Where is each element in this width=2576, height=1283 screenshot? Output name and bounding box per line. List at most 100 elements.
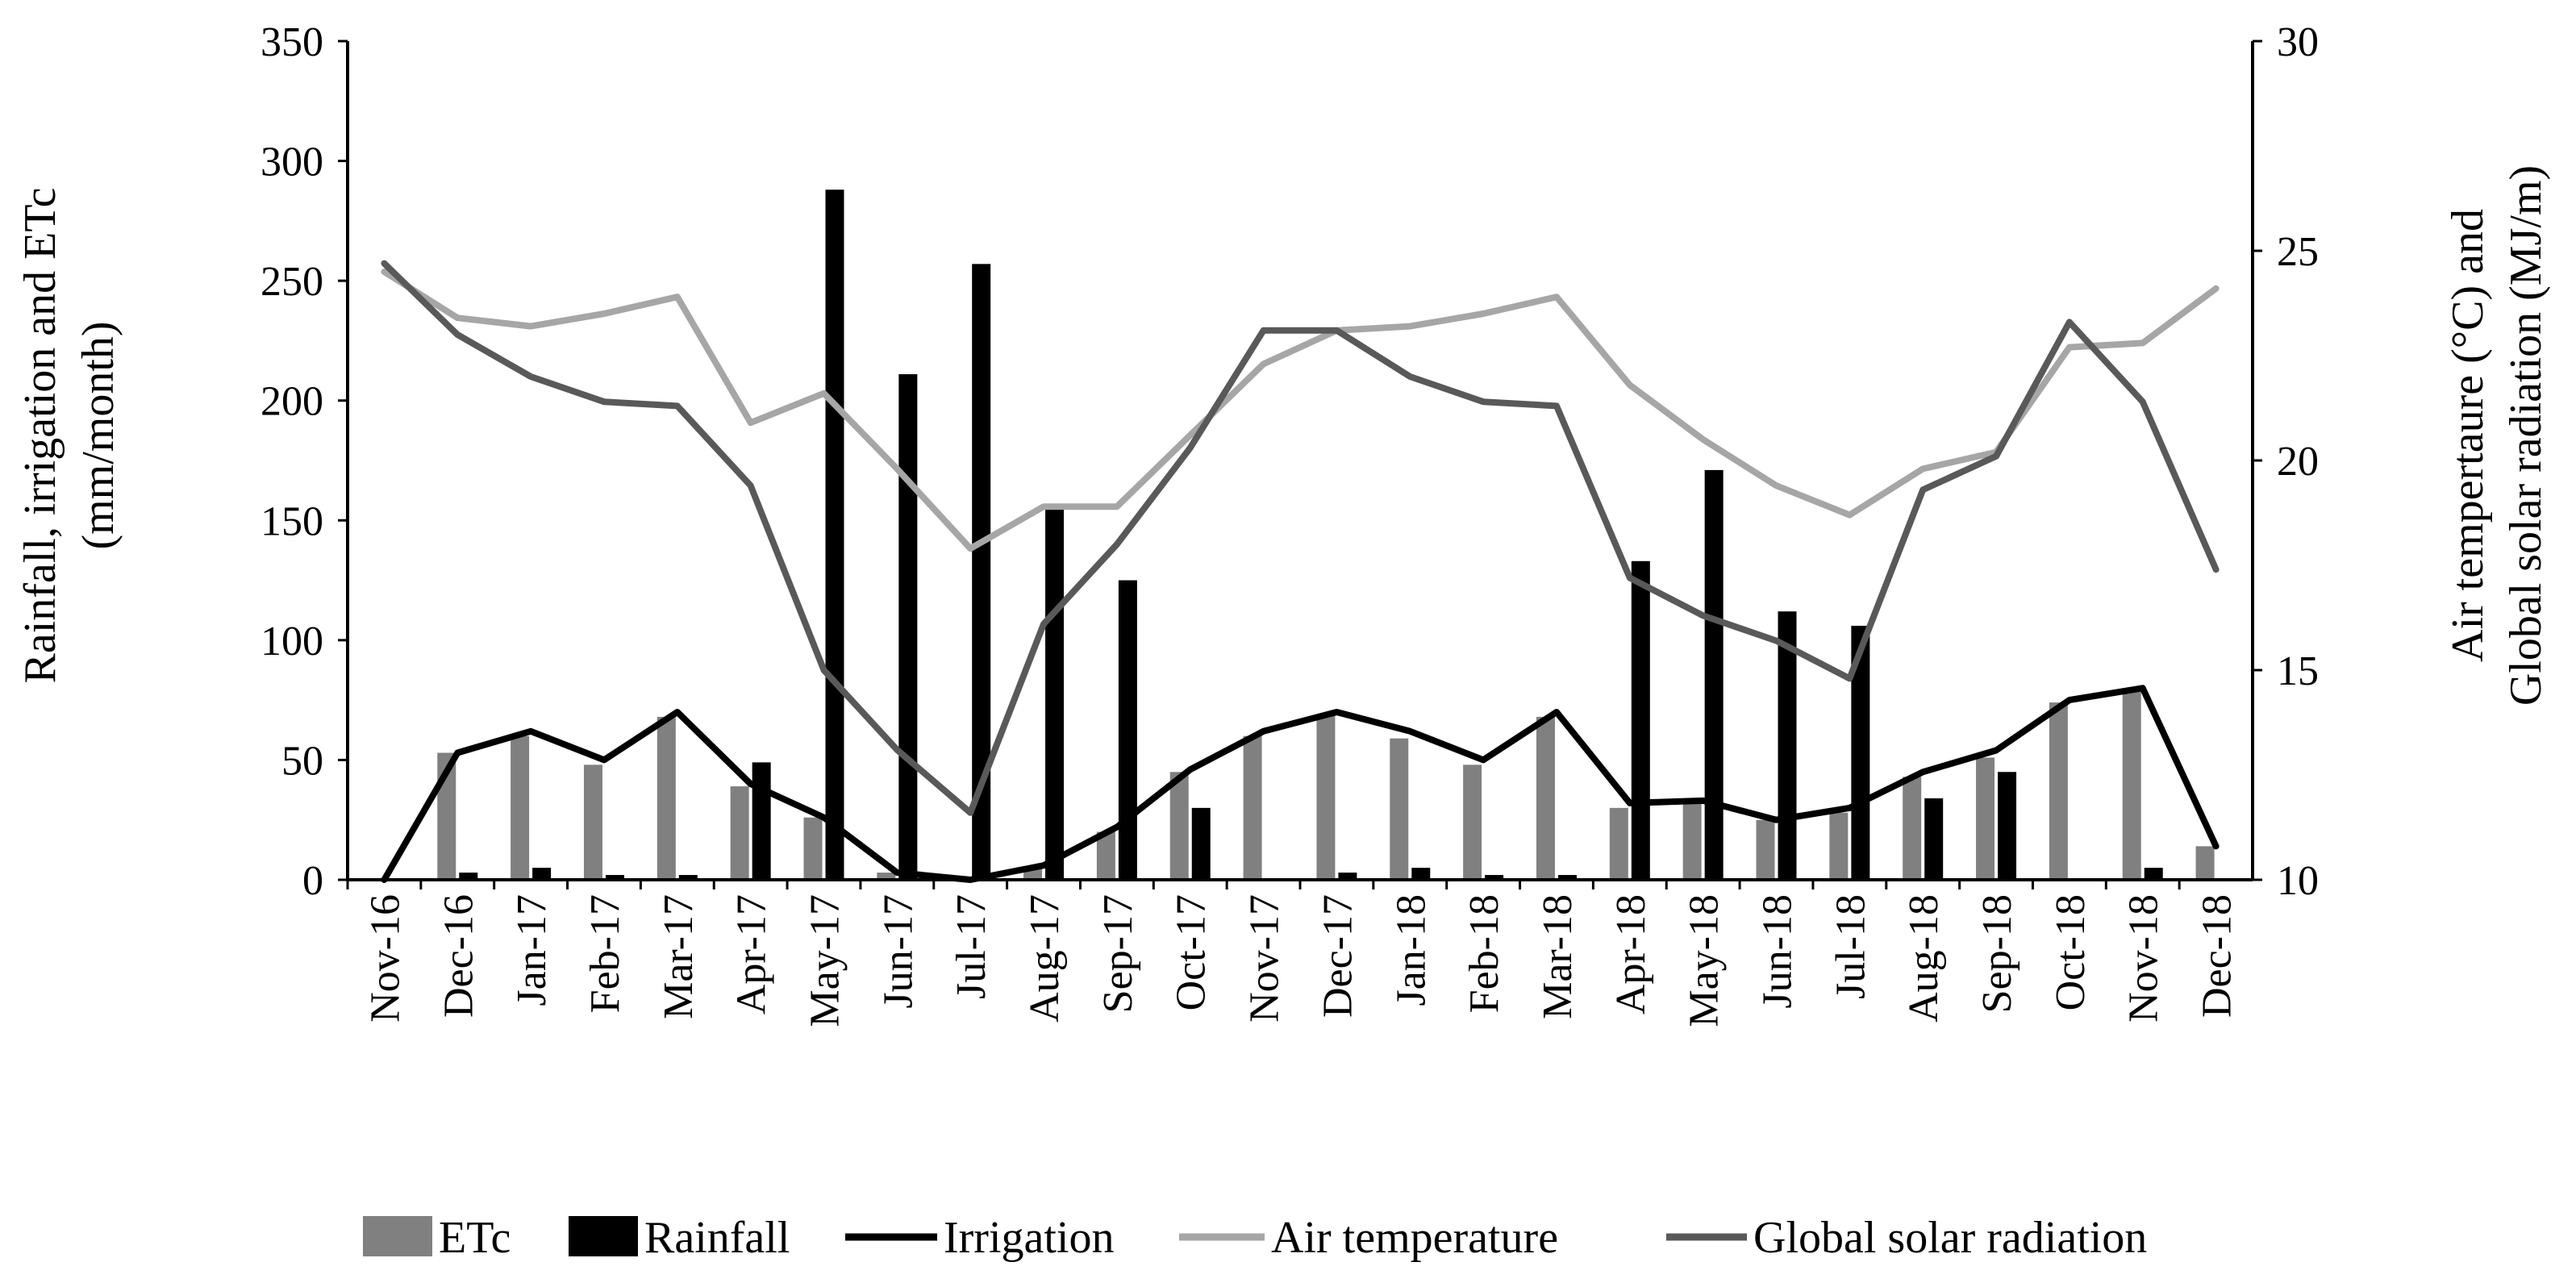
x-tick-label: Feb-17 [582, 894, 628, 1013]
bar-etc [1243, 735, 1262, 880]
x-tick-label: Nov-16 [362, 894, 408, 1023]
right-tick-labels: 10 15 20 25 30 [2253, 19, 2319, 904]
x-tick-label: Nov-17 [1242, 894, 1288, 1023]
bar-etc [1609, 807, 1628, 880]
x-tick-label: Sep-17 [1095, 894, 1141, 1013]
bar-etc [1829, 812, 1849, 880]
bar-etc [2122, 690, 2141, 880]
legend-label-air-temperature: Air temperature [1271, 1213, 1558, 1263]
x-tick-label: Jan-17 [509, 894, 555, 1006]
x-tick-label: Oct-18 [2048, 894, 2094, 1010]
x-tick-label: Feb-18 [1461, 894, 1507, 1013]
legend-label-etc: ETc [439, 1213, 511, 1263]
bar-rainfall [898, 374, 918, 880]
line-irrigation [381, 685, 2220, 883]
right-tick-label: 25 [2277, 229, 2319, 275]
bar-rainfall [1485, 875, 1504, 880]
x-tick-label: Aug-18 [1901, 894, 1947, 1023]
left-axis-title-line1: Rainfall, irrigation and ETc [15, 188, 65, 684]
bar-rainfall [1411, 868, 1431, 880]
left-tick-label: 200 [261, 379, 323, 425]
bar-rainfall [605, 875, 624, 880]
x-tick-label: Oct-17 [1169, 894, 1215, 1010]
bar-etc [1463, 764, 1482, 880]
bar-rainfall [1045, 508, 1065, 880]
bar-rainfall [1557, 875, 1577, 880]
bar-etc [1976, 757, 1995, 880]
x-tick-label: Apr-17 [729, 894, 775, 1014]
bar-layer [437, 190, 2215, 880]
x-tick-label: Dec-18 [2195, 894, 2240, 1018]
bar-rainfall [1924, 798, 1944, 880]
bar-etc [1169, 772, 1189, 880]
right-tick-label: 10 [2277, 858, 2319, 904]
legend-swatch-rainfall [569, 1216, 638, 1256]
bar-rainfall [1191, 807, 1211, 880]
bar-etc [803, 817, 823, 880]
axis-titles: Rainfall, irrigation and ETc (mm/month) … [15, 165, 2551, 706]
x-tick-label: May-18 [1682, 894, 1728, 1027]
bar-rainfall [1338, 873, 1357, 880]
legend-label-irrigation: Irrigation [944, 1213, 1114, 1263]
right-tick-label: 20 [2277, 439, 2319, 485]
left-tick-label: 0 [302, 858, 323, 904]
left-tick-label: 100 [261, 619, 323, 664]
x-tick-label: May-17 [802, 894, 848, 1027]
left-tick-label: 150 [261, 498, 323, 544]
legend-item-irrigation: Irrigation [845, 1213, 1114, 1263]
left-tick-label: 50 [281, 738, 323, 784]
bar-etc [2195, 846, 2215, 880]
bar-rainfall [752, 762, 771, 880]
bar-rainfall [532, 868, 552, 880]
legend-item-air-temperature: Air temperature [1179, 1213, 1558, 1263]
legend-item-global-solar-radiation: Global solar radiation [1666, 1213, 2147, 1263]
bar-etc [1536, 716, 1555, 880]
legend-swatch-etc [363, 1216, 432, 1256]
left-tick-label: 350 [261, 19, 323, 65]
x-tick-label: Dec-16 [436, 894, 481, 1018]
bar-rainfall [1631, 560, 1650, 880]
bar-etc [2049, 702, 2068, 880]
x-tick-label: Jul-17 [948, 894, 994, 999]
x-tick-label: Jun-18 [1755, 894, 1801, 1009]
right-axis-title-line1: Air tempertaure (°C) and [2443, 209, 2493, 662]
bar-etc [657, 716, 676, 880]
bar-rainfall [1118, 580, 1137, 880]
legend-label-rainfall: Rainfall [644, 1213, 790, 1263]
bar-etc [1903, 777, 1922, 880]
x-tick-label: Jul-18 [1828, 894, 1874, 999]
x-tick-label: Jan-18 [1388, 894, 1434, 1006]
x-tick-label: Dec-17 [1315, 894, 1361, 1018]
bar-rainfall [1851, 626, 1870, 880]
bar-etc [1756, 819, 1775, 880]
bar-etc [1096, 831, 1115, 880]
x-tick-label: Aug-17 [1022, 894, 1068, 1023]
bar-rainfall [2144, 868, 2163, 880]
line-layer [381, 260, 2220, 883]
bar-etc [877, 873, 896, 880]
right-tick-label: 15 [2277, 648, 2319, 694]
bar-rainfall [825, 190, 844, 880]
bar-rainfall [459, 873, 478, 880]
x-tick-label: Jun-17 [875, 894, 921, 1009]
left-tick-label: 250 [261, 259, 323, 305]
x-tick-label: Apr-18 [1608, 894, 1654, 1014]
x-tick-labels: Nov-16 Dec-16 Jan-17 Feb-17 Mar-17 Apr-17 May-… [346, 880, 2240, 1027]
bar-etc [1316, 714, 1336, 880]
bar-rainfall [678, 875, 698, 880]
bar-rainfall [1704, 469, 1724, 880]
x-tick-label: Mar-17 [656, 894, 702, 1019]
left-tick-labels: 0 50 100 150 200 250 300 350 [261, 19, 348, 904]
line-global-solar-radiation [381, 260, 2220, 816]
bar-etc [1390, 738, 1409, 880]
bar-rainfall [1998, 772, 2017, 880]
left-axis-title-line2: (mm/month) [73, 321, 123, 549]
legend-label-global-solar-radiation: Global solar radiation [1753, 1213, 2147, 1263]
x-tick-label: Mar-18 [1535, 894, 1581, 1019]
right-axis-title-line2: Global solar radiation (MJ/m) [2501, 165, 2551, 706]
bar-etc [1682, 802, 1702, 880]
legend-item-rainfall: Rainfall [569, 1213, 790, 1263]
legend: ETc Rainfall Irrigation Air temperature … [363, 1213, 2147, 1263]
left-tick-label: 300 [261, 140, 323, 185]
